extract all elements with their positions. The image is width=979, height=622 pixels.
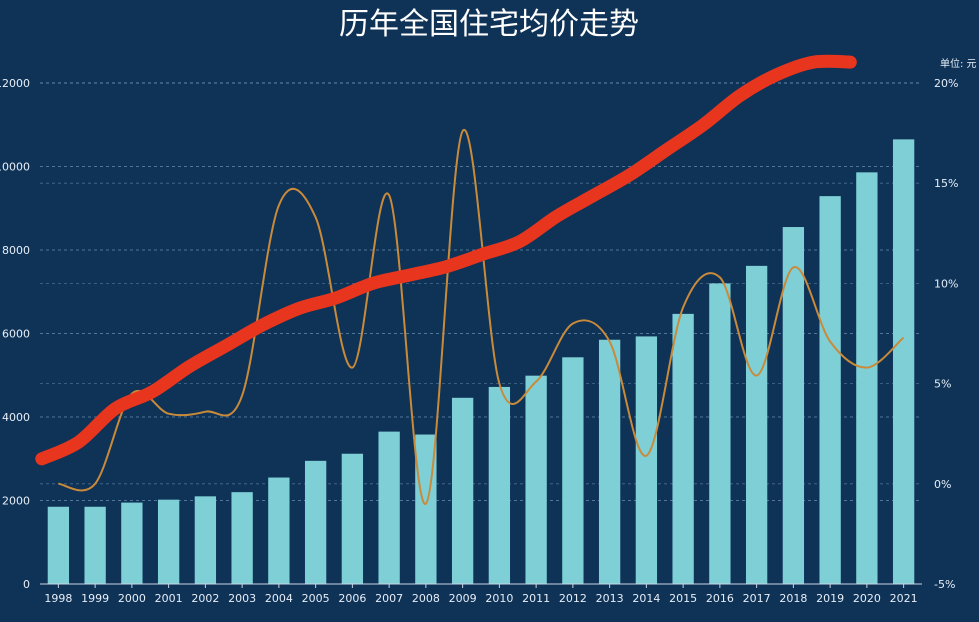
x-tick-label: 2006 [338, 592, 366, 605]
growth-rate-line [58, 129, 905, 505]
bar [525, 375, 547, 584]
bar [562, 357, 584, 584]
chart-title: 历年全国住宅均价走势 [339, 7, 639, 42]
bar [415, 434, 437, 584]
x-tick-label: 2016 [706, 592, 734, 605]
trend-line-layer [35, 54, 857, 466]
bar [782, 227, 805, 584]
y-right-tick-label: 10% [934, 277, 958, 290]
bar [635, 336, 658, 584]
y-left-tick-label: 2000 [2, 495, 30, 508]
bar [672, 313, 694, 584]
y-right-tick-label: 0% [934, 478, 951, 491]
x-tick-label: 2017 [743, 592, 771, 605]
bar [709, 283, 731, 584]
bars-layer [47, 139, 915, 585]
growth-line-layer [58, 129, 905, 505]
x-tick-label: 2012 [559, 592, 587, 605]
grid-layer [40, 82, 922, 501]
x-tick-label: 2020 [853, 592, 881, 605]
x-tick-label: 2021 [890, 592, 918, 605]
bar [341, 453, 364, 584]
y-left-tick-label: 6000 [2, 328, 30, 341]
bar [194, 496, 217, 584]
x-tick-label: 2002 [191, 592, 219, 605]
bar [157, 499, 180, 584]
trend-line [35, 54, 857, 466]
y-left-tick-label: 8000 [2, 244, 30, 257]
bar [84, 506, 106, 584]
x-tick-label: 2010 [485, 592, 513, 605]
bar [378, 431, 400, 584]
bar [47, 506, 70, 584]
y-left-tick-label: 0 [23, 578, 30, 591]
x-tick-label: 2013 [596, 592, 624, 605]
bar [121, 502, 143, 584]
x-tick-label: 2008 [412, 592, 440, 605]
bar [745, 265, 768, 584]
bar [451, 397, 474, 584]
y-left-tick-label: 12000 [0, 77, 30, 90]
bar [892, 139, 915, 585]
x-tick-label: 2009 [449, 592, 477, 605]
axis-layer: 1998 1999 2000 2001 2002 2003 2004 2005 2006 2007… [0, 77, 958, 605]
y-left-tick-label: 4000 [2, 411, 30, 424]
bar [488, 386, 511, 584]
x-tick-label: 2003 [228, 592, 256, 605]
bar [304, 460, 327, 584]
y-right-tick-label: -5% [934, 578, 955, 591]
bar [231, 492, 253, 584]
x-tick-label: 2001 [155, 592, 183, 605]
x-tick-label: 2000 [118, 592, 146, 605]
bar [598, 339, 621, 584]
x-tick-label: 1999 [81, 592, 109, 605]
x-tick-label: 2005 [302, 592, 330, 605]
unit-label: 单位: 元 [940, 57, 977, 70]
bar [819, 196, 841, 584]
bar [856, 172, 878, 584]
x-tick-label: 2004 [265, 592, 293, 605]
y-right-tick-label: 15% [934, 177, 958, 190]
x-tick-label: 2011 [522, 592, 550, 605]
bar [268, 477, 290, 584]
x-tick-label: 2015 [669, 592, 697, 605]
x-tick-label: 2014 [632, 592, 660, 605]
y-right-tick-label: 20% [934, 77, 958, 90]
y-left-tick-label: 10000 [0, 161, 30, 174]
x-tick-label: 2019 [816, 592, 844, 605]
x-tick-label: 2007 [375, 592, 403, 605]
x-tick-label: 1998 [44, 592, 72, 605]
x-tick-label: 2018 [779, 592, 807, 605]
y-right-tick-label: 5% [934, 378, 951, 391]
